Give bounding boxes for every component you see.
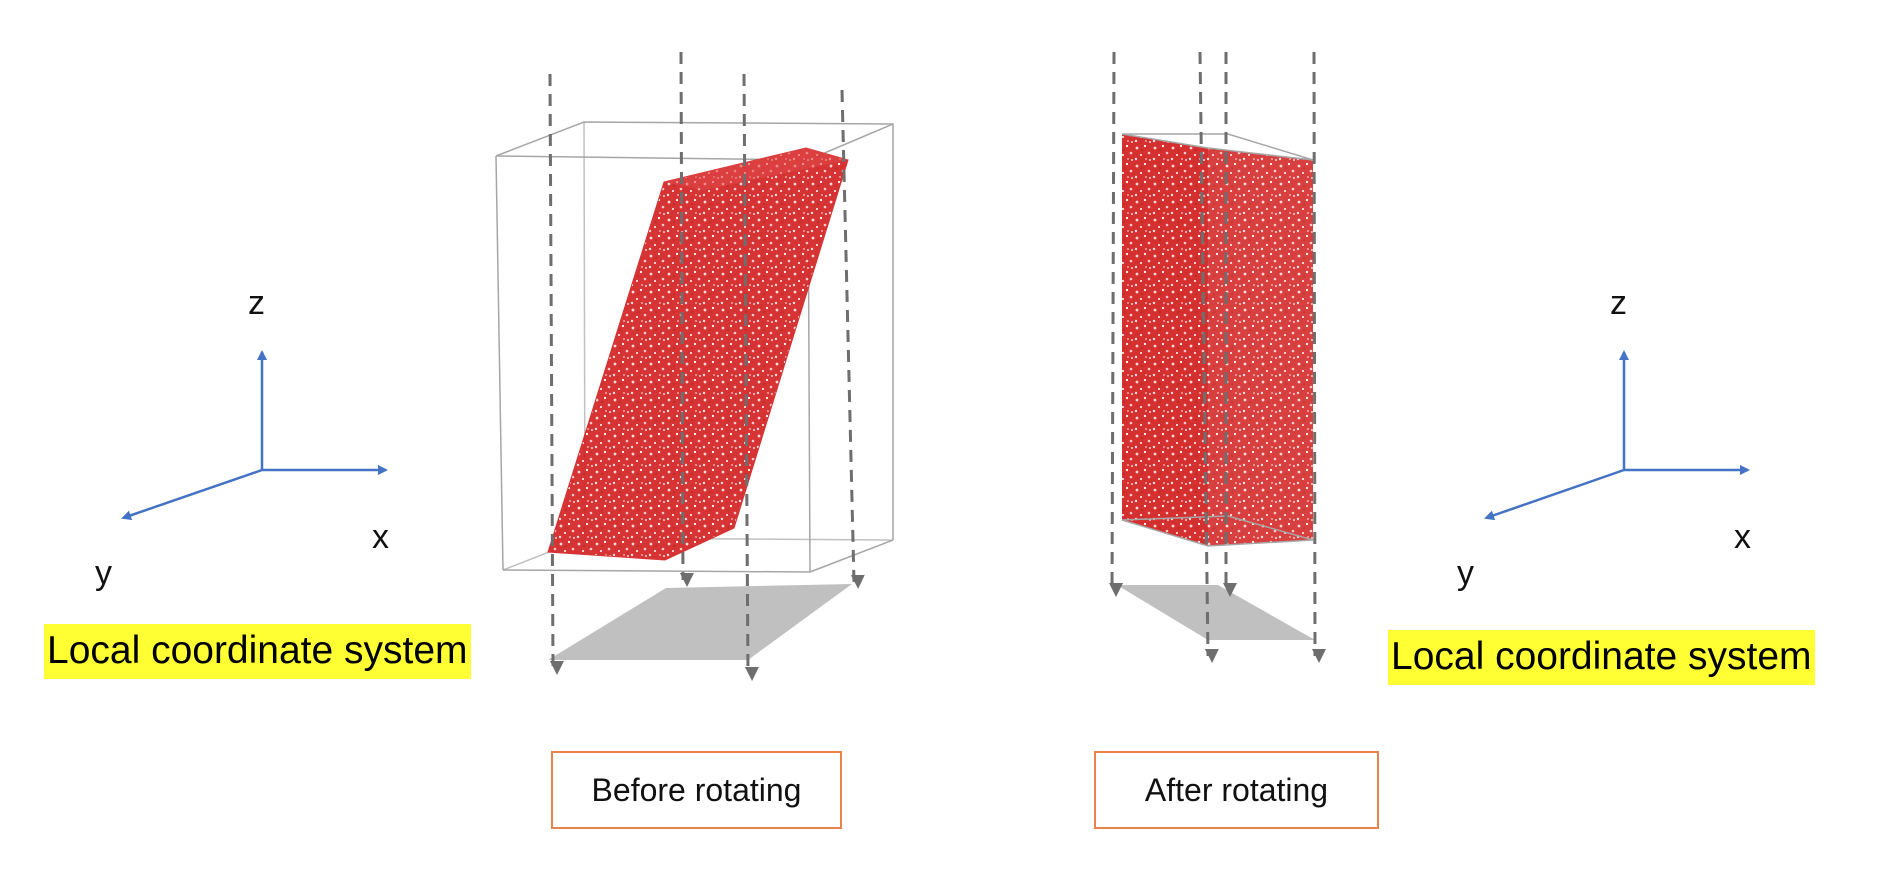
left-coordinate-axes (121, 350, 388, 521)
before-projection-arrows (548, 51, 865, 681)
after-particle-block-front (1122, 134, 1208, 546)
right-z-label: z (1610, 284, 1627, 322)
left-y-axis (121, 468, 263, 521)
right-coordinate-caption: Local coordinate system (1388, 630, 1815, 685)
before-arrow-4 (840, 89, 865, 589)
right-y-axis (1484, 468, 1625, 521)
before-arrow-1 (548, 73, 564, 675)
before-arrow-3 (742, 73, 759, 681)
after-projection-shadow (1117, 585, 1315, 640)
left-y-label: y (95, 554, 112, 592)
after-rotating-label: After rotating (1094, 751, 1379, 829)
after-rotating-specimen (1109, 51, 1326, 663)
before-projection-shadow (548, 584, 852, 660)
left-z-label: z (248, 284, 265, 322)
after-arrow-4 (1311, 51, 1326, 663)
before-arrow-2 (679, 51, 694, 587)
after-bounding-box (1121, 133, 1314, 547)
before-rotating-specimen (495, 51, 894, 681)
right-coordinate-axes (1484, 350, 1750, 521)
after-arrow-1 (1109, 51, 1124, 598)
after-particle-block-side (1208, 148, 1313, 546)
before-rotating-label: Before rotating (551, 751, 842, 829)
before-particle-slab-face (664, 148, 848, 190)
after-arrow-2 (1198, 51, 1219, 663)
right-y-label: y (1457, 554, 1474, 592)
left-coordinate-caption: Local coordinate system (44, 624, 471, 679)
left-x-label: x (372, 518, 389, 556)
before-particle-slab (547, 147, 849, 561)
right-x-label: x (1734, 518, 1751, 556)
after-projection-arrows (1109, 51, 1326, 663)
